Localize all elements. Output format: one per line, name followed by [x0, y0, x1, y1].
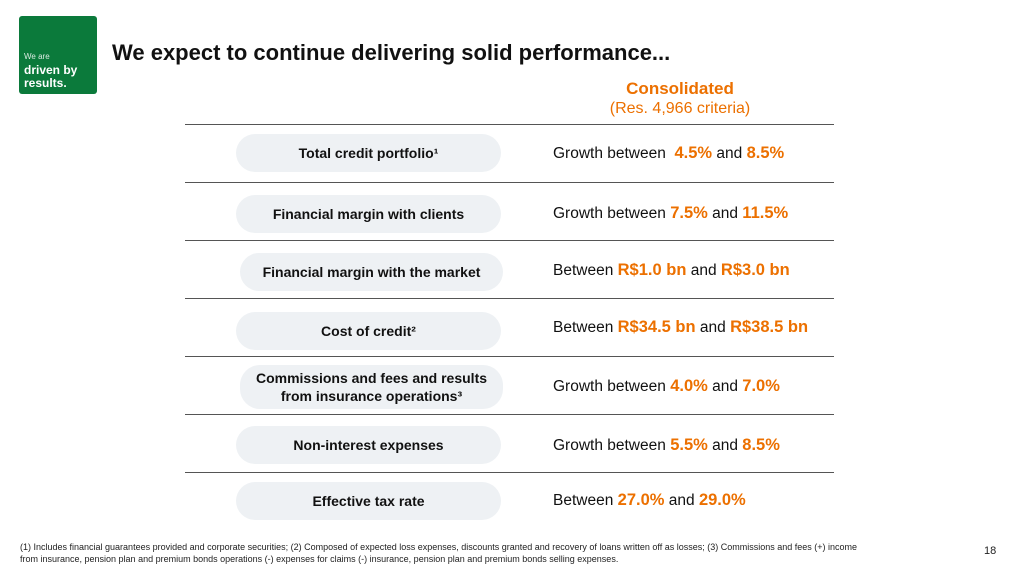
value-prefix: Between: [553, 319, 614, 336]
value-high: 8.5%: [746, 144, 785, 162]
value-prefix: Growth between: [553, 145, 666, 162]
value-connector: and: [712, 437, 738, 454]
value-connector: and: [668, 492, 695, 509]
value-prefix: Between: [553, 262, 614, 279]
column-heading: Consolidated: [626, 79, 734, 98]
row-value-total-credit-portfolio: Growth between 4.5% and 8.5%: [553, 144, 784, 163]
row-label-total-credit-portfolio: Total credit portfolio¹: [236, 134, 501, 172]
value-low: 5.5%: [670, 436, 708, 454]
footnote-line1: (1) Includes financial guarantees provid…: [20, 542, 858, 552]
value-connector: and: [716, 145, 743, 162]
brand-logo: We are driven by results.: [19, 16, 97, 94]
row-value-effective-tax-rate: Between 27.0% and 29.0%: [553, 491, 746, 510]
value-high: R$38.5 bn: [730, 318, 809, 336]
value-high: 11.5%: [742, 204, 789, 222]
value-low: 7.5%: [670, 204, 708, 222]
row-label-text: Cost of credit²: [321, 322, 416, 339]
value-prefix: Growth between: [553, 378, 666, 395]
logo-text-line2: results.: [24, 75, 67, 90]
value-low: R$34.5 bn: [617, 318, 696, 336]
row-value-commissions-fees: Growth between 4.0% and 7.0%: [553, 377, 780, 396]
value-low: 27.0%: [617, 491, 665, 509]
row-divider: [185, 240, 834, 241]
value-high: R$3.0 bn: [720, 261, 790, 279]
row-label-effective-tax-rate: Effective tax rate: [236, 482, 501, 520]
row-divider: [185, 182, 834, 183]
row-label-commissions-fees: Commissions and fees and results from in…: [240, 365, 503, 409]
row-divider: [185, 124, 834, 125]
row-value-cost-of-credit: Between R$34.5 bn and R$38.5 bn: [553, 318, 808, 337]
logo-text-line1: driven by: [24, 63, 78, 78]
footnotes: (1) Includes financial guarantees provid…: [20, 541, 940, 565]
page-title: We expect to continue delivering solid p…: [112, 40, 671, 65]
row-divider: [185, 414, 834, 415]
row-value-financial-margin-market: Between R$1.0 bn and R$3.0 bn: [553, 261, 790, 280]
value-high: 7.0%: [742, 377, 780, 395]
value-connector: and: [712, 378, 738, 395]
row-label-text: Non-interest expenses: [293, 436, 444, 453]
row-value-non-interest-expenses: Growth between 5.5% and 8.5%: [553, 436, 780, 455]
row-label-text: Effective tax rate: [312, 492, 425, 509]
row-divider: [185, 356, 834, 357]
row-label-text-line2: from insurance operations³: [280, 388, 463, 404]
value-low: R$1.0 bn: [617, 261, 687, 279]
value-connector: and: [699, 319, 726, 336]
row-divider: [185, 472, 834, 473]
value-high: 8.5%: [742, 436, 780, 454]
row-label-financial-margin-market: Financial margin with the market: [240, 253, 503, 291]
column-header: Consolidated (Res. 4,966 criteria): [560, 79, 800, 119]
value-prefix: Growth between: [553, 205, 666, 222]
logo-text-small: We are: [24, 52, 50, 61]
row-label-cost-of-credit: Cost of credit²: [236, 312, 501, 350]
row-value-financial-margin-clients: Growth between 7.5% and 11.5%: [553, 204, 788, 223]
row-label-text: Financial margin with the market: [262, 263, 481, 280]
value-connector: and: [690, 262, 717, 279]
value-connector: and: [712, 205, 738, 222]
value-high: 29.0%: [698, 491, 746, 509]
row-label-text-line1: Commissions and fees and results: [255, 369, 488, 386]
column-subheading: (Res. 4,966 criteria): [609, 100, 751, 118]
row-divider: [185, 298, 834, 299]
value-low: 4.0%: [670, 377, 708, 395]
page-number: 18: [984, 545, 997, 557]
footnote-line2: from insurance, pension plan and premium…: [20, 554, 619, 565]
row-label-financial-margin-clients: Financial margin with clients: [236, 195, 501, 233]
value-prefix: Growth between: [553, 437, 666, 454]
row-label-text: Total credit portfolio¹: [298, 144, 439, 161]
row-label-non-interest-expenses: Non-interest expenses: [236, 426, 501, 464]
value-prefix: Between: [553, 492, 614, 509]
row-label-text: Financial margin with clients: [272, 205, 465, 222]
value-low: 4.5%: [674, 144, 713, 162]
